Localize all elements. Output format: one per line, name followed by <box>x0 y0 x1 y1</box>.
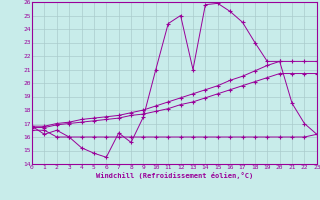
X-axis label: Windchill (Refroidissement éolien,°C): Windchill (Refroidissement éolien,°C) <box>96 172 253 179</box>
